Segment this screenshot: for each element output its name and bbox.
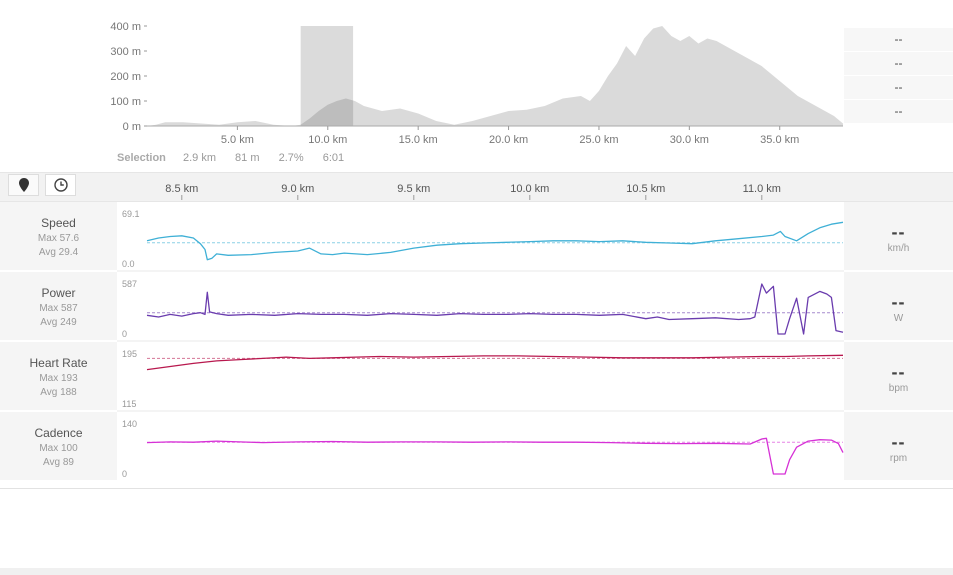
track-heart-rate-ymin-label: 115 bbox=[122, 399, 136, 409]
track-name: Heart Rate bbox=[29, 356, 88, 370]
track-name: Power bbox=[41, 286, 76, 300]
track-avg: Avg 89 bbox=[43, 457, 74, 468]
track-max: Max 193 bbox=[39, 373, 78, 384]
selection-elevation-gain: 81 m bbox=[235, 152, 260, 164]
track-current-value: -- bbox=[891, 362, 906, 382]
distance-tick-label: 10.0 km bbox=[510, 183, 549, 195]
track-name: Speed bbox=[41, 216, 76, 230]
elevation-area-selected bbox=[300, 98, 354, 126]
elevation-x-tick-label: 15.0 km bbox=[399, 134, 438, 146]
track-max: Max 100 bbox=[39, 443, 78, 454]
selection-distance: 2.9 km bbox=[182, 152, 216, 164]
track-avg: Avg 188 bbox=[40, 387, 77, 398]
clock-icon bbox=[53, 178, 68, 192]
distance-tick-label: 11.0 km bbox=[743, 183, 781, 195]
elevation-y-tick-label: 400 m bbox=[110, 21, 141, 33]
track-avg: Avg 29.4 bbox=[38, 247, 79, 258]
track-current-value: -- bbox=[891, 292, 906, 312]
map-pin-icon bbox=[18, 178, 29, 192]
track-power-ymin-label: 0 bbox=[122, 329, 127, 339]
elevation-y-tick-label: 200 m bbox=[110, 71, 141, 83]
time-mode-button[interactable] bbox=[45, 174, 76, 196]
track-speed-ymin-label: 0.0 bbox=[122, 259, 135, 269]
track-unit: rpm bbox=[889, 453, 908, 464]
track-speed-line bbox=[146, 221, 844, 261]
track-unit: W bbox=[893, 313, 904, 324]
distance-tick-label: 9.5 km bbox=[397, 183, 430, 195]
track-heart-rate-value-panel: -- bpm bbox=[844, 342, 953, 410]
chart-bottom-divider bbox=[0, 488, 953, 489]
track-speed-ymax-label: 69.1 bbox=[122, 209, 140, 219]
elevation-x-tick-label: 30.0 km bbox=[670, 134, 709, 146]
elevation-x-tick-label: 20.0 km bbox=[489, 134, 528, 146]
elevation-x-tick-label: 35.0 km bbox=[760, 134, 799, 146]
distance-tick-label: 8.5 km bbox=[165, 183, 198, 195]
elevation-y-tick-label: 100 m bbox=[110, 96, 141, 108]
track-heart-rate-label-panel: Heart Rate Max 193 Avg 188 bbox=[0, 342, 117, 410]
track-unit: km/h bbox=[887, 243, 910, 254]
selection-label: Selection bbox=[117, 152, 166, 164]
distance-tick-label: 10.5 km bbox=[626, 183, 665, 195]
elevation-x-tick-label: 25.0 km bbox=[579, 134, 618, 146]
elevation-side-value-4: -- bbox=[844, 100, 953, 124]
track-cadence-value-panel: -- rpm bbox=[844, 412, 953, 480]
track-cadence-ymin-label: 0 bbox=[122, 469, 127, 479]
track-current-value: -- bbox=[891, 222, 906, 242]
track-max: Max 587 bbox=[39, 303, 78, 314]
track-power-label-panel: Power Max 587 Avg 249 bbox=[0, 272, 117, 340]
elevation-chart[interactable]: 400 m 300 m 200 m 100 m 0 m 5.0 km 10.0 km 15.… bbox=[0, 0, 844, 150]
track-speed-label-panel: Speed Max 57.6 Avg 29.4 bbox=[0, 202, 117, 270]
track-avg: Avg 249 bbox=[40, 317, 77, 328]
distance-axis: 8.5 km 9.0 km 9.5 km 10.0 km 10.5 km 11.0 km bbox=[165, 183, 781, 200]
elevation-side-value-1: -- bbox=[844, 28, 953, 52]
distance-tick-label: 9.0 km bbox=[281, 183, 314, 195]
location-mode-button[interactable] bbox=[8, 174, 39, 196]
track-current-value: -- bbox=[891, 432, 906, 452]
track-cadence-ymax-label: 140 bbox=[122, 419, 137, 429]
elevation-side-value-3: -- bbox=[844, 76, 953, 100]
track-power-ymax-label: 587 bbox=[122, 279, 137, 289]
track-heart-rate-ymax-label: 195 bbox=[122, 349, 137, 359]
track-cadence-label-panel: Cadence Max 100 Avg 89 bbox=[0, 412, 117, 480]
elevation-area bbox=[147, 26, 843, 126]
track-power-line bbox=[146, 283, 844, 335]
track-power-value-panel: -- W bbox=[844, 272, 953, 340]
selection-grade: 2.7% bbox=[278, 152, 304, 164]
track-unit: bpm bbox=[888, 383, 909, 394]
track-charts[interactable]: 69.1 0.0 587 0 195 115 140 0 bbox=[117, 200, 844, 490]
elevation-side-value-2: -- bbox=[844, 52, 953, 76]
elevation-y-tick-label: 0 m bbox=[123, 121, 141, 133]
track-cadence-line bbox=[146, 437, 844, 475]
elevation-x-tick-label: 10.0 km bbox=[308, 134, 347, 146]
track-name: Cadence bbox=[34, 426, 83, 440]
elevation-y-tick-label: 300 m bbox=[110, 46, 141, 58]
track-speed-value-panel: -- km/h bbox=[844, 202, 953, 270]
elevation-x-tick-label: 5.0 km bbox=[221, 134, 254, 146]
selection-summary: Selection 2.9 km 81 m 2.7% 6:01 bbox=[117, 152, 360, 164]
track-max: Max 57.6 bbox=[37, 233, 80, 244]
distance-axis-strip bbox=[0, 172, 953, 202]
selection-time: 6:01 bbox=[322, 152, 345, 164]
page-footer-strip bbox=[0, 568, 953, 575]
track-heart-rate-line bbox=[146, 354, 844, 371]
